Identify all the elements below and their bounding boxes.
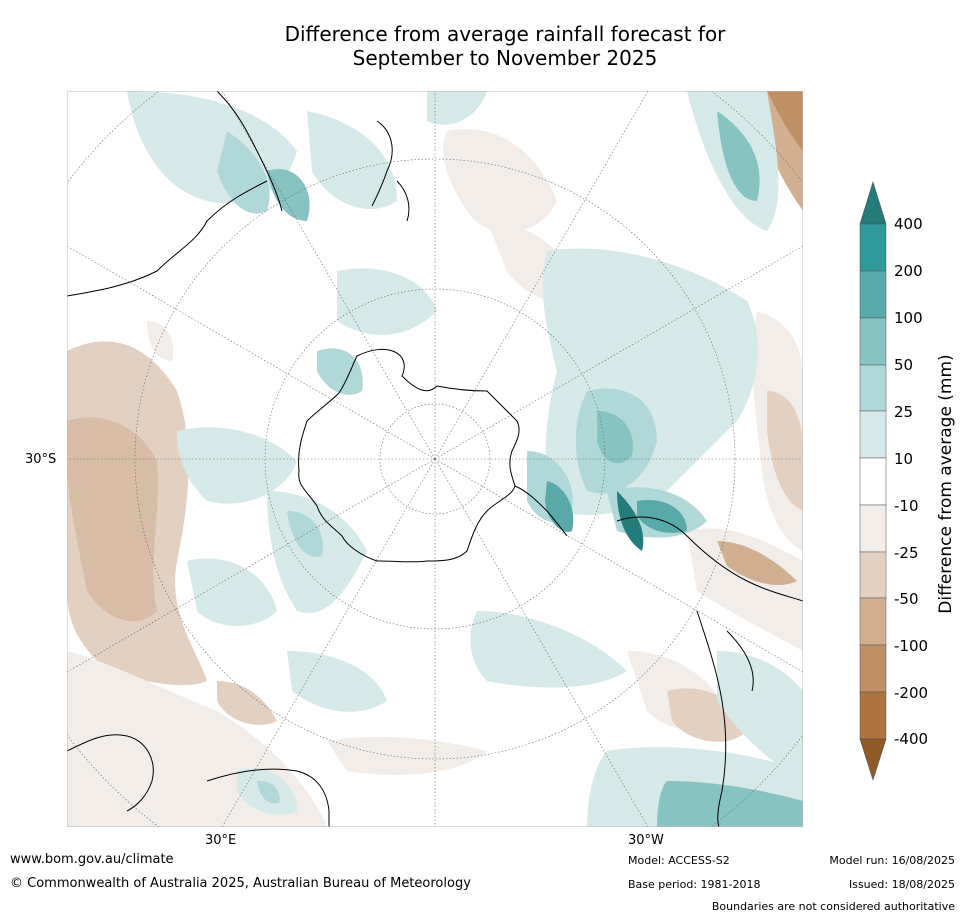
website-link[interactable]: www.bom.gov.au/climate (10, 852, 174, 867)
map-frame (67, 91, 803, 827)
colorbar-tick-label: -10 (894, 497, 919, 515)
antarctic-peninsula (514, 485, 568, 537)
colorbar-tick-label: -50 (894, 590, 919, 608)
model-name: Model: ACCESS-S2 (628, 854, 730, 867)
south-america-coastline (616, 516, 803, 602)
colorbar-tick-label: 100 (894, 309, 923, 327)
colorbar-band-neutral (859, 457, 887, 506)
colorbar-tick-label: 50 (894, 356, 914, 374)
australia-coastline (67, 734, 154, 812)
boundaries-disclaimer: Boundaries are not considered authoritat… (711, 900, 955, 913)
new-zealand-coastline (371, 120, 393, 207)
colorbar-tick-label: 400 (894, 215, 923, 233)
colorbar-band-25-50 (859, 364, 887, 412)
polar-rainfall-map (67, 91, 803, 827)
copyright-text: © Commonwealth of Australia 2025, Austra… (10, 876, 471, 891)
antarctica-coastline (298, 348, 520, 563)
colorbar-arrow-top (859, 180, 887, 225)
colorbar-band-m100-m200 (859, 644, 887, 693)
title-line-1: Difference from average rainfall forecas… (284, 22, 726, 46)
colorbar-band-m50-m100 (859, 597, 887, 646)
colorbar-arrow-bottom (859, 738, 887, 781)
colorbar-band-50-100 (859, 317, 887, 366)
issued-date: Issued: 18/08/2025 (848, 878, 955, 891)
colorbar-tick-label: -400 (894, 730, 929, 748)
lon-label-30e: 30°E (205, 833, 237, 848)
map-title: Difference from average rainfall forecas… (180, 22, 830, 70)
rainfall-anomaly-fields (67, 91, 803, 827)
title-line-2: September to November 2025 (352, 46, 658, 70)
colorbar-band-100-200 (859, 270, 887, 319)
colorbar-band-m25-m50 (859, 551, 887, 599)
colorbar-tick-label: -25 (894, 544, 919, 562)
colorbar-band-m10-m25 (859, 504, 887, 553)
colorbar-band-200-400 (859, 223, 887, 272)
lon-label-30w: 30°W (628, 833, 664, 848)
colorbar-tick-label: 10 (894, 450, 914, 468)
coastlines (67, 91, 803, 827)
colorbar (859, 180, 887, 781)
colorbar-band-m200-m400 (859, 691, 887, 740)
model-run-date: Model run: 16/08/2025 (829, 854, 955, 867)
colorbar-tick-label: -100 (894, 637, 929, 655)
africa-coastline (67, 180, 268, 297)
base-period: Base period: 1981-2018 (628, 878, 761, 891)
colorbar-tick-label: -200 (894, 684, 929, 702)
colorbar-title: Difference from average (mm) (936, 354, 956, 614)
colorbar-band-10-25 (859, 410, 887, 459)
lat-label-30s: 30°S (25, 452, 57, 467)
colorbar-tick-label: 25 (894, 403, 914, 421)
colorbar-tick-label: 200 (894, 262, 923, 280)
